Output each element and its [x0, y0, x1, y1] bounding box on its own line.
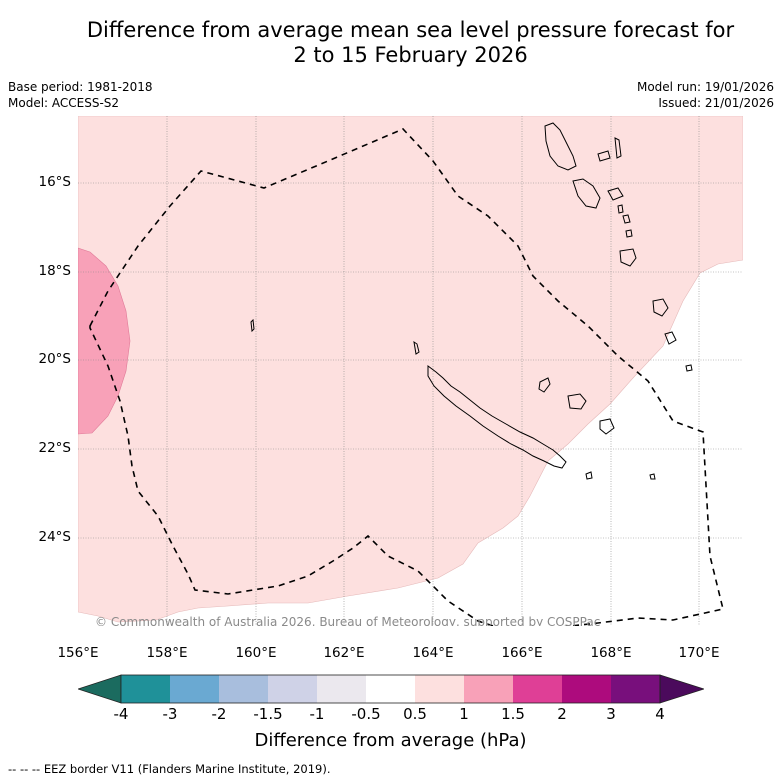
shading-0.5-1 [78, 116, 743, 623]
lon-label-158e: 158°E [146, 645, 188, 661]
lon-label-156e: 156°E [57, 645, 99, 661]
colorbar-tick: 3 [606, 705, 616, 723]
mare-island [599, 418, 615, 435]
vanuatu-coastline [544, 122, 693, 372]
colorbar-bin [121, 675, 170, 703]
colorbar-bin [562, 675, 611, 703]
lat-label-20s: 20°S [38, 351, 72, 367]
lon-label-170e: 170°E [678, 645, 720, 661]
title-line-1: Difference from average mean sea level p… [86, 18, 735, 42]
colorbar-bin [268, 675, 317, 703]
base-period: Base period: 1981-2018 [8, 80, 153, 94]
colorbar-tick: -2 [211, 705, 227, 723]
isle-of-pines [585, 471, 593, 480]
colorbar-tick: -1 [309, 705, 325, 723]
colorbar-bin [415, 675, 464, 703]
map-panel: © Commonwealth of Australia 2026, Bureau… [78, 116, 743, 626]
colorbar-extend-low [78, 674, 122, 704]
colorbar-tick: 2 [557, 705, 567, 723]
colorbar-tick: -1.5 [253, 705, 283, 723]
meta-left: Base period: 1981-2018 Model: ACCESS-S2 [8, 79, 153, 111]
ouvea-island [538, 377, 551, 393]
lat-label-24s: 24°S [38, 529, 72, 545]
lon-label-162e: 162°E [323, 645, 365, 661]
eez-legend-note: -- -- -- EEZ border V11 (Flanders Marine… [8, 762, 331, 776]
colorbar-bin [366, 675, 415, 703]
belep-island [413, 340, 420, 355]
lifou-island [567, 393, 587, 410]
new-caledonia-coastline [427, 365, 567, 469]
colorbar-tick: -0.5 [351, 705, 381, 723]
walpole-island [649, 473, 656, 480]
eez-border [89, 128, 724, 626]
colorbar-extend-high [659, 674, 704, 704]
lat-label-22s: 22°S [38, 440, 72, 456]
chesterfield-islets [250, 318, 255, 333]
model-run: Model run: 19/01/2026 [636, 80, 774, 94]
meta-right: Model run: 19/01/2026 Issued: 21/01/2026 [637, 79, 774, 111]
colorbar-bin [317, 675, 366, 703]
copyright-note: © Commonwealth of Australia 2026, Bureau… [95, 615, 600, 626]
lon-label-168e: 168°E [590, 645, 632, 661]
colorbar-tick: 4 [655, 705, 665, 723]
graticule [78, 116, 743, 626]
model-name: Model: ACCESS-S2 [8, 96, 120, 110]
colorbar-title: Difference from average (hPa) [254, 730, 527, 751]
lat-label-16s: 16°S [38, 174, 72, 190]
lon-label-164e: 164°E [412, 645, 454, 661]
issued-date: Issued: 21/01/2026 [658, 96, 774, 110]
lon-label-160e: 160°E [235, 645, 277, 661]
colorbar-tick: -4 [113, 705, 129, 723]
lon-label-166e: 166°E [501, 645, 543, 661]
colorbar [78, 674, 704, 704]
colorbar-bin [219, 675, 268, 703]
colorbar-bin [170, 675, 219, 703]
colorbar-bin [513, 675, 562, 703]
colorbar-bin [611, 675, 660, 703]
map-title: Difference from average mean sea level p… [0, 18, 781, 68]
title-line-2: 2 to 15 February 2026 [293, 43, 528, 67]
colorbar-tick: -3 [162, 705, 178, 723]
shading-1-1.5 [78, 247, 131, 435]
lat-label-18s: 18°S [38, 263, 72, 279]
colorbar-bin [464, 675, 513, 703]
colorbar-tick: 1.5 [501, 705, 525, 723]
colorbar-tick: 1 [459, 705, 469, 723]
colorbar-tick: 0.5 [403, 705, 427, 723]
